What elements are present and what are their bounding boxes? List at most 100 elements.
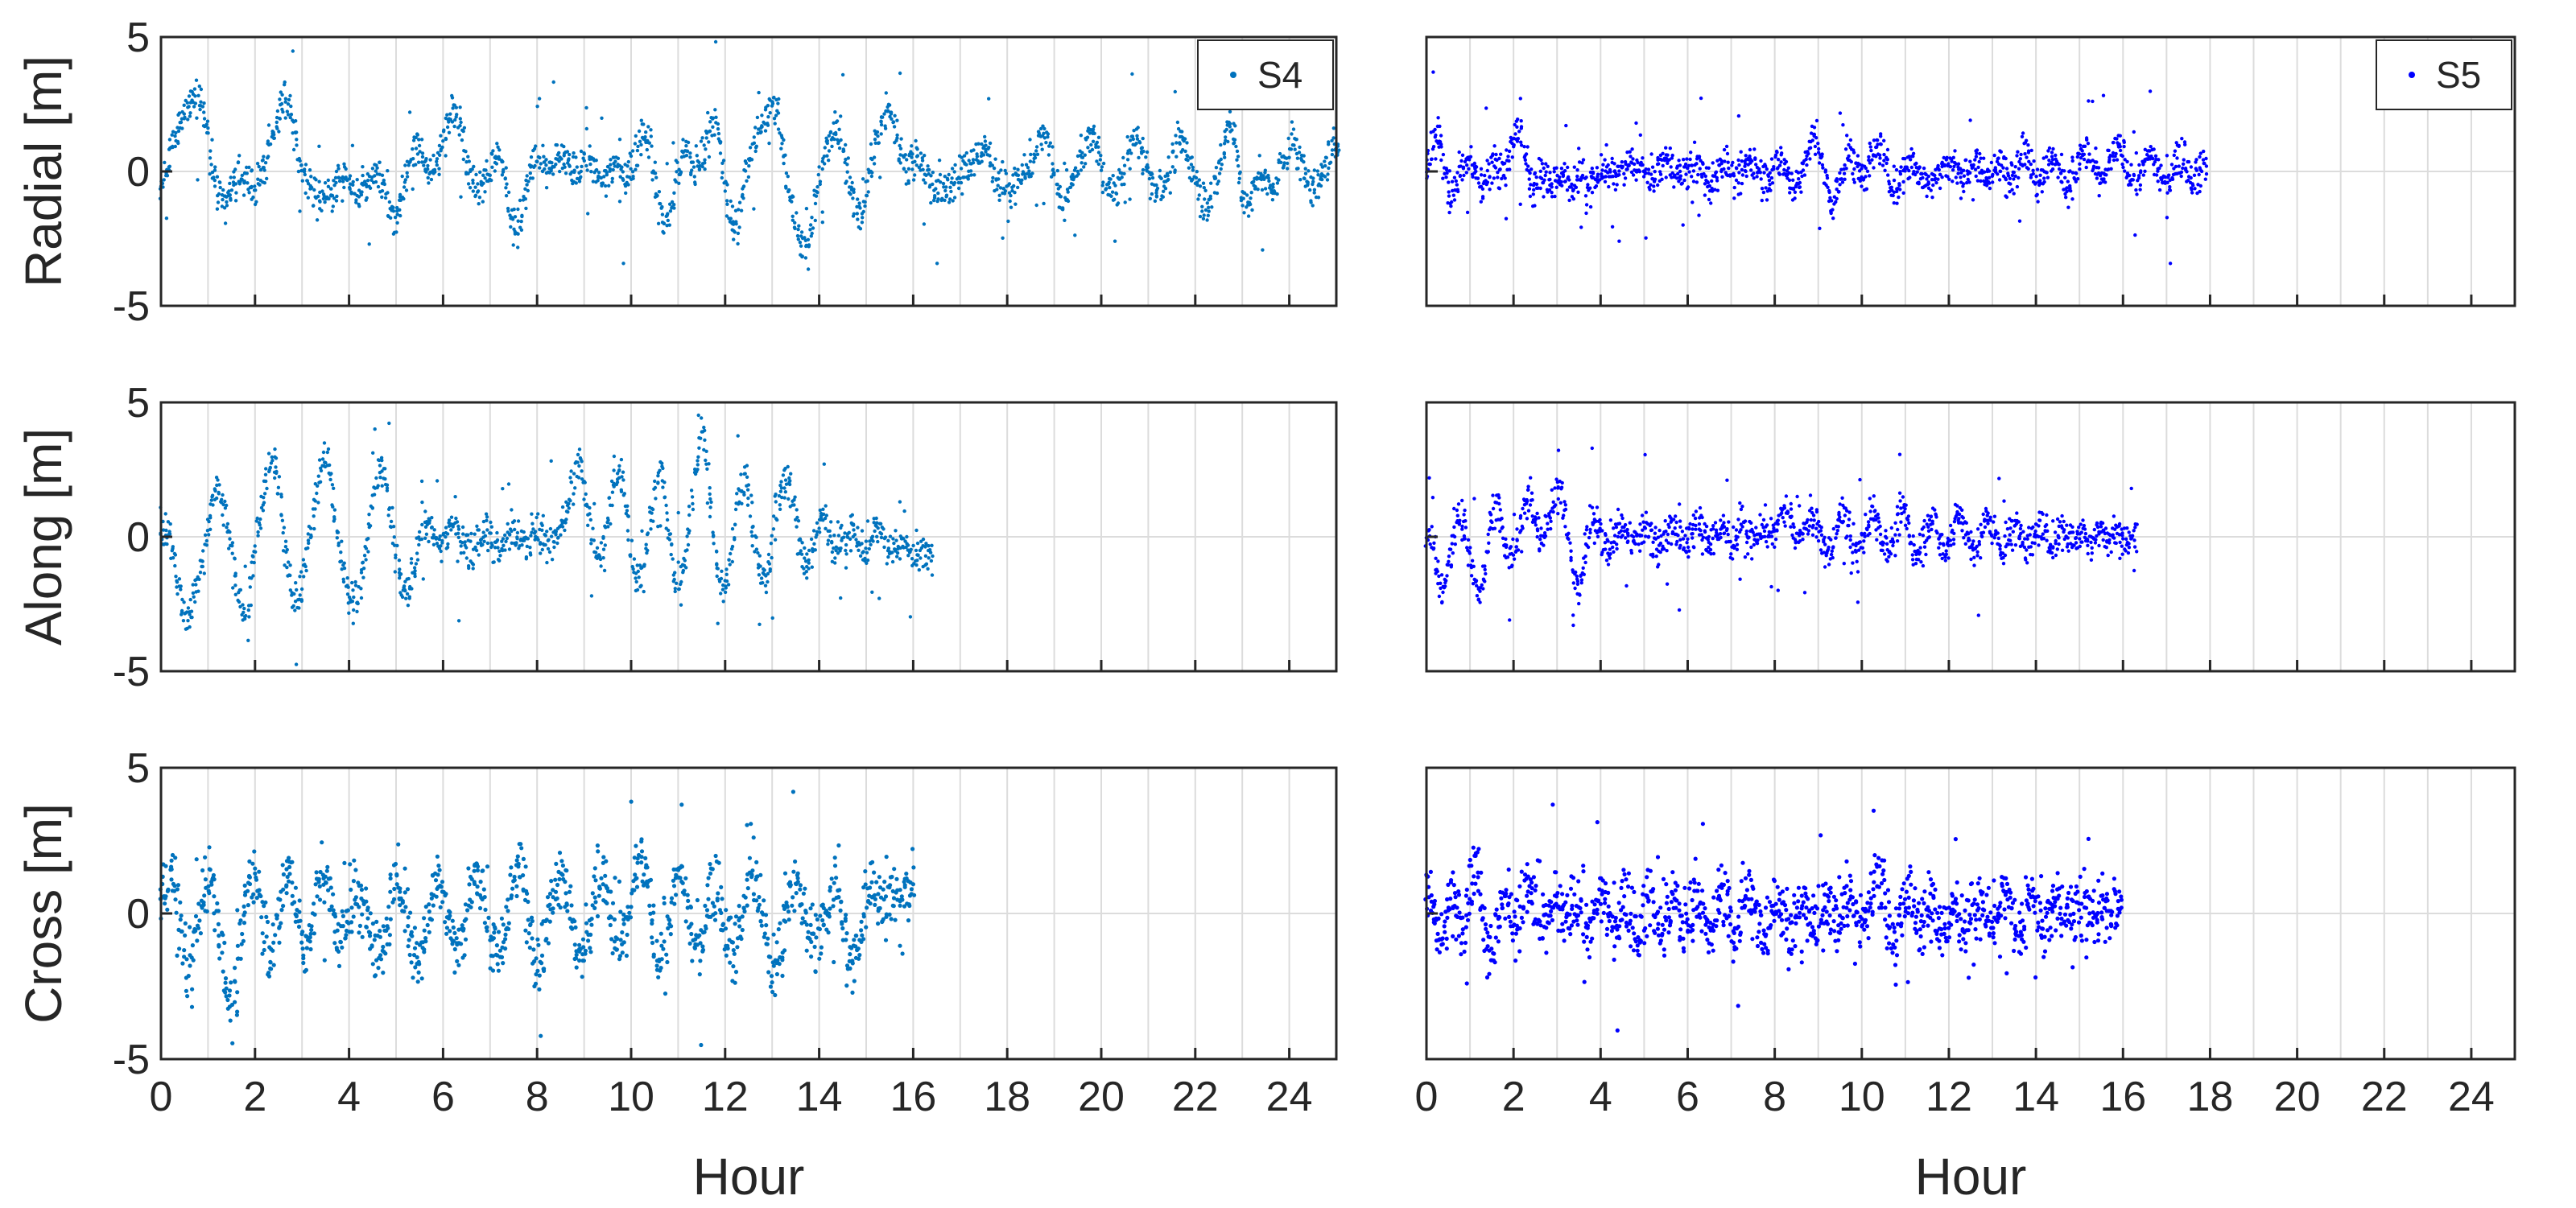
data-point [259,505,264,510]
data-point [665,511,669,515]
data-point [712,542,716,546]
data-point [350,580,354,585]
data-point [506,926,511,931]
data-point [905,158,909,162]
data-point [1303,167,1307,171]
data-point [328,885,333,890]
data-point [883,938,889,942]
data-point [791,895,795,900]
data-point [572,472,576,476]
data-point [708,486,712,490]
data-point [1150,172,1154,176]
data-point [781,903,786,909]
data-point [526,917,530,922]
data-point [1120,175,1124,179]
data-point [382,178,386,183]
data-point [1174,134,1178,138]
data-point [669,896,675,901]
data-point [605,164,610,169]
data-point [514,884,519,888]
data-point [378,476,382,480]
data-point [871,539,875,543]
data-point [177,946,182,951]
data-point [1506,155,1510,159]
data-point [614,482,619,487]
data-point [539,953,545,958]
data-point [919,556,923,560]
data-point [371,451,375,455]
data-point [1128,148,1132,152]
data-point [279,513,283,517]
data-point [237,154,242,158]
data-point [698,941,703,946]
data-point [902,509,906,513]
data-point [1224,135,1228,139]
data-point [1500,176,1504,181]
data-point [915,147,919,151]
data-point [548,526,553,531]
data-point [593,550,598,555]
data-point [573,956,579,961]
data-point [983,139,988,143]
data-point [737,200,742,204]
data-point [1226,139,1230,144]
data-point [635,588,640,592]
data-point [249,603,253,608]
data-point [654,497,658,501]
y-axis-label-cross: Cross [m] [14,803,72,1024]
data-point [245,171,249,175]
data-point [636,569,640,574]
data-point [757,90,761,95]
data-point [911,178,916,182]
data-point [332,486,336,490]
data-point [482,539,486,543]
data-point [1219,167,1223,171]
data-point [800,541,804,545]
data-point [620,475,624,479]
data-point [499,954,505,959]
data-point [854,538,858,542]
data-point [435,163,439,167]
data-point [939,180,943,184]
data-point [644,542,648,546]
data-point [359,596,364,600]
data-point [572,168,576,172]
data-point [829,520,833,524]
data-point [489,541,493,546]
data-point [910,847,915,851]
data-point [514,541,518,545]
data-point [503,176,507,180]
data-point [696,468,700,472]
data-point [294,662,299,666]
data-point [536,512,540,516]
data-point [663,992,668,996]
data-point [478,880,483,884]
data-point [595,843,601,848]
data-point [224,994,229,999]
data-point [435,159,439,163]
data-point [327,196,331,201]
data-point [495,538,500,542]
legend-label: S4 [1257,54,1302,96]
data-point [447,117,452,121]
data-point [477,553,481,557]
data-point [490,968,496,973]
data-point [703,438,707,442]
data-point [672,203,676,207]
data-point [357,930,361,935]
data-point [621,478,625,482]
data-point [820,221,824,225]
data-point [864,925,869,930]
data-point [268,465,272,470]
data-point [720,171,724,175]
data-point [626,159,630,164]
data-point [493,546,497,550]
data-point [203,855,208,860]
data-point [267,469,271,474]
data-point [901,544,905,549]
data-point [1267,179,1271,183]
data-point [960,155,964,159]
data-point [1460,153,1465,157]
data-point [510,520,515,525]
data-point [554,142,558,147]
